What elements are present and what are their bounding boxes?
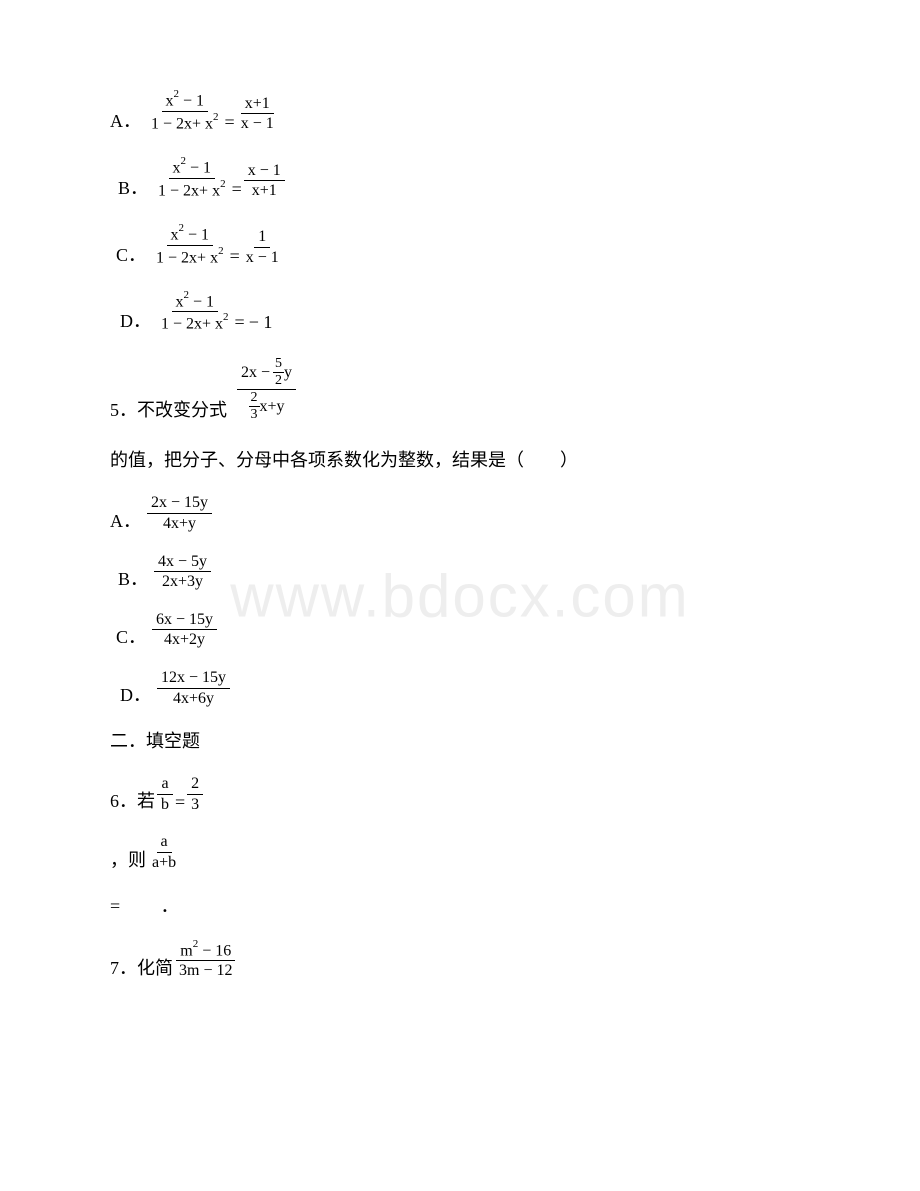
equals-sign: = [175,792,185,813]
option-label: D． [120,681,151,707]
fraction-lhs: x2 − 1 1 − 2x+ x2 [147,90,223,133]
fraction: 4x − 5y 2x+3y [154,553,211,591]
q5-option-c: C． 6x − 15y 4x+2y [116,611,810,649]
fraction-lhs: x2 − 1 1 − 2x+ x2 [157,291,233,334]
page-content: A． x2 − 1 1 − 2x+ x2 = x+1 x − 1 B． x2 −… [110,90,810,980]
q6-pre: 6．若 [110,787,155,813]
fraction-rhs: x − 1 x+1 [244,162,285,200]
equals-sign: = [232,179,242,200]
option-label: A． [110,507,141,533]
fraction-rhs: x+1 x − 1 [237,95,278,133]
option-label: B． [118,565,148,591]
q5-stem-pre: 5．不改变分式 [110,396,227,422]
q4-option-a: A． x2 − 1 1 − 2x+ x2 = x+1 x − 1 [110,90,810,133]
fraction: 2x − 15y 4x+y [147,494,212,532]
equals-sign: = [230,246,240,267]
option-label: C． [116,623,146,649]
q4-option-c: C． x2 − 1 1 − 2x+ x2 = 1 x − 1 [116,224,810,267]
fraction-rhs: 1 x − 1 [242,228,283,266]
fraction: a a+b [148,833,180,871]
fraction-rhs: 2 3 [187,775,203,813]
option-label: B． [118,174,148,200]
q5-big-fraction: 2x − 52 y 23 x+y [237,357,296,422]
equals-sign: = [225,112,235,133]
fraction-lhs: x2 − 1 1 − 2x+ x2 [154,157,230,200]
option-label: D． [120,307,151,333]
q7-pre: 7．化简 [110,954,173,980]
q5-stem-line1: 5．不改变分式 2x − 52 y 23 x+y [110,357,810,422]
q5-option-d: D． 12x − 15y 4x+6y [120,669,810,707]
q6-mid: ，则 [110,846,146,872]
q5-option-b: B． 4x − 5y 2x+3y [118,553,810,591]
fraction: m2 − 16 3m − 12 [175,940,236,981]
q6-line1: 6．若 a b = 2 3 [110,775,810,813]
option-label: A． [110,107,141,133]
q6-line2: ，则 a a+b [110,833,810,871]
equals-sign: = [235,312,245,333]
q4-option-b: B． x2 − 1 1 − 2x+ x2 = x − 1 x+1 [118,157,810,200]
rhs-text: − 1 [249,312,273,333]
fraction-lhs: a b [157,775,173,813]
q5-stem-line2: 的值，把分子、分母中各项系数化为整数，结果是（ ） [110,446,810,472]
q5-option-a: A． 2x − 15y 4x+y [110,494,810,532]
section-2-title: 二．填空题 [110,727,810,753]
fraction-lhs: x2 − 1 1 − 2x+ x2 [152,224,228,267]
q7-line: 7．化简 m2 − 16 3m − 12 [110,940,810,981]
fraction: 6x − 15y 4x+2y [152,611,217,649]
option-label: C． [116,241,146,267]
q6-line3: = ． [110,892,810,918]
fraction: 12x − 15y 4x+6y [157,669,230,707]
q4-option-d: D． x2 − 1 1 − 2x+ x2 = − 1 [120,291,810,334]
